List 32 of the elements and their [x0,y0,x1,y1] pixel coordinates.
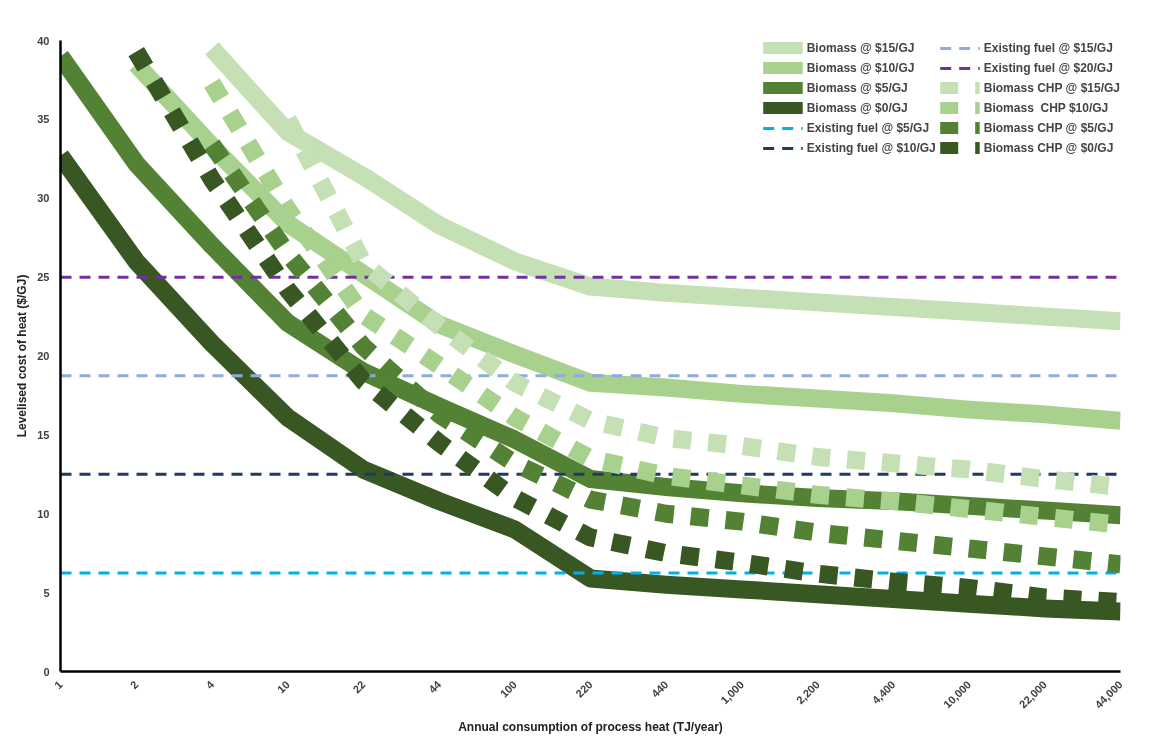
y-tick-label: 20 [37,350,50,362]
legend-label: Biomass CHP $10/GJ [983,100,1109,116]
y-axis-title: Levelised cost of heat ($/GJ) [15,274,30,438]
x-tick-label: 2 [127,678,141,692]
y-tick-label: 15 [37,428,50,441]
x-axis-title: Annual consumption of process heat (TJ/year) [458,719,723,734]
x-tick-label: 1 [51,678,65,692]
y-tick-label: 25 [37,271,50,284]
legend-label: Biomass @ $5/GJ [806,80,908,96]
x-tick-label: 44 [426,677,444,696]
legend-label: Biomass CHP @ $0/GJ [983,140,1114,156]
legend-label: Biomass CHP @ $5/GJ [983,120,1114,136]
y-tick-label: 5 [43,586,50,599]
y-tick-label: 30 [37,192,50,205]
y-tick-label: 35 [37,113,50,126]
legend-label: Biomass @ $10/GJ [806,60,915,76]
x-tick-label: 220 [573,678,595,700]
y-tick-label: 0 [43,665,50,678]
x-tick-label: 440 [648,678,671,700]
legend-label: Existing fuel @ $10/GJ [806,140,936,156]
y-tick-label: 10 [37,507,50,520]
legend-label: Biomass @ $0/GJ [806,100,908,116]
legend-label: Biomass @ $15/GJ [806,40,915,56]
x-tick-label: 10 [274,678,292,696]
legend-label: Existing fuel @ $15/GJ [983,40,1113,56]
x-tick-label: 100 [497,678,520,700]
legend-label: Existing fuel @ $5/GJ [806,120,930,136]
legend-label: Biomass CHP @ $15/GJ [983,80,1120,96]
legend-label: Existing fuel @ $20/GJ [983,60,1113,76]
x-tick-label: 22 [350,678,368,696]
x-tick-label: 4 [203,677,217,692]
y-tick-label: 40 [37,34,50,47]
